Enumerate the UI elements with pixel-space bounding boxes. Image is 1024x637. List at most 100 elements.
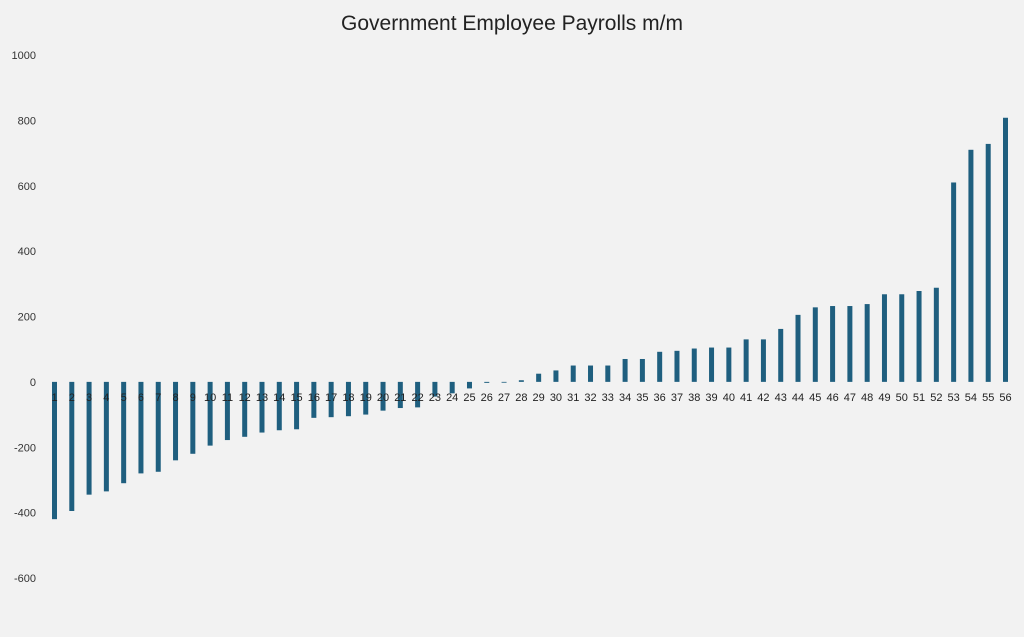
bar bbox=[968, 149, 974, 382]
x-category-label: 28 bbox=[515, 392, 527, 404]
y-tick-label: 1000 bbox=[12, 50, 36, 62]
x-category-label: 37 bbox=[671, 392, 683, 404]
bar bbox=[553, 370, 559, 382]
bar bbox=[778, 328, 784, 382]
x-category-label: 25 bbox=[463, 392, 475, 404]
y-tick-label: 200 bbox=[18, 312, 36, 324]
x-category-label: 46 bbox=[826, 392, 838, 404]
bars bbox=[52, 117, 1008, 520]
y-tick-label: -200 bbox=[14, 442, 36, 454]
bar bbox=[173, 381, 179, 461]
y-tick-label: 400 bbox=[18, 246, 36, 258]
x-category-label: 10 bbox=[204, 392, 216, 404]
bar bbox=[259, 381, 265, 433]
bar bbox=[951, 182, 957, 382]
x-category-label: 16 bbox=[308, 392, 320, 404]
x-category-label: 48 bbox=[861, 392, 873, 404]
bar bbox=[536, 373, 542, 382]
x-category-label: 5 bbox=[121, 392, 127, 404]
x-category-label: 30 bbox=[550, 392, 562, 404]
x-category-label: 4 bbox=[103, 392, 109, 404]
y-tick-label: 800 bbox=[18, 115, 36, 127]
bar bbox=[345, 381, 351, 417]
x-category-label: 39 bbox=[705, 392, 717, 404]
x-category-label: 7 bbox=[155, 392, 161, 404]
x-category-label: 6 bbox=[138, 392, 144, 404]
x-category-label: 47 bbox=[844, 392, 856, 404]
bar bbox=[674, 350, 680, 382]
x-category-label: 1 bbox=[51, 392, 57, 404]
x-category-label: 27 bbox=[498, 392, 510, 404]
x-axis: 1 2 3 4 5 6 7 8 9 10 11 12 13 14 15 16 17 18 19 20 21 22 23 24 2… bbox=[51, 392, 1011, 404]
y-tick-label: 600 bbox=[18, 181, 36, 193]
x-category-label: 11 bbox=[222, 392, 233, 404]
x-category-label: 34 bbox=[619, 392, 631, 404]
x-category-label: 35 bbox=[636, 392, 648, 404]
x-category-label: 42 bbox=[757, 392, 769, 404]
x-category-label: 3 bbox=[86, 392, 92, 404]
bar bbox=[605, 365, 611, 382]
bar bbox=[155, 381, 161, 472]
bar bbox=[588, 365, 594, 382]
x-category-label: 29 bbox=[533, 392, 545, 404]
bar bbox=[103, 381, 109, 492]
bar bbox=[622, 358, 628, 382]
x-category-label: 21 bbox=[394, 392, 406, 404]
x-category-label: 20 bbox=[377, 392, 389, 404]
x-category-label: 56 bbox=[999, 392, 1011, 404]
bar bbox=[52, 381, 57, 520]
x-category-label: 26 bbox=[481, 392, 493, 404]
x-category-label: 51 bbox=[913, 392, 925, 404]
bar bbox=[69, 381, 75, 511]
bar bbox=[449, 381, 455, 394]
bar bbox=[933, 287, 939, 382]
bar bbox=[380, 381, 386, 411]
bar bbox=[691, 348, 697, 382]
chart-title: Government Employee Payrolls m/m bbox=[341, 12, 683, 35]
x-category-label: 32 bbox=[584, 392, 596, 404]
x-category-label: 8 bbox=[172, 392, 178, 404]
bar bbox=[795, 314, 801, 382]
x-category-label: 49 bbox=[878, 392, 890, 404]
bar bbox=[760, 339, 766, 382]
bar bbox=[415, 381, 421, 408]
x-category-label: 52 bbox=[930, 392, 942, 404]
x-category-label: 12 bbox=[239, 392, 251, 404]
bar bbox=[847, 306, 853, 382]
x-category-label: 41 bbox=[740, 392, 752, 404]
x-category-label: 44 bbox=[792, 392, 804, 404]
bar bbox=[466, 381, 472, 389]
x-category-label: 36 bbox=[654, 392, 666, 404]
x-category-label: 17 bbox=[325, 392, 337, 404]
bar bbox=[190, 381, 196, 454]
bar bbox=[570, 365, 576, 382]
x-category-label: 31 bbox=[567, 392, 579, 404]
bar bbox=[881, 294, 887, 382]
bar bbox=[138, 381, 144, 474]
x-category-label: 50 bbox=[896, 392, 908, 404]
x-category-label: 2 bbox=[69, 392, 75, 404]
bar bbox=[207, 381, 213, 446]
x-category-label: 13 bbox=[256, 392, 268, 404]
x-category-label: 54 bbox=[965, 392, 977, 404]
bar bbox=[709, 347, 715, 382]
bar bbox=[985, 143, 991, 382]
bar bbox=[899, 294, 905, 382]
bar bbox=[518, 380, 524, 382]
bar bbox=[639, 358, 645, 382]
x-category-label: 15 bbox=[290, 392, 302, 404]
x-category-label: 45 bbox=[809, 392, 821, 404]
bar bbox=[311, 381, 317, 418]
bar bbox=[86, 381, 92, 495]
x-category-label: 14 bbox=[273, 392, 285, 404]
x-category-label: 23 bbox=[429, 392, 441, 404]
bar bbox=[224, 381, 230, 441]
x-category-label: 38 bbox=[688, 392, 700, 404]
bar bbox=[916, 291, 922, 382]
x-category-label: 24 bbox=[446, 392, 458, 404]
bar bbox=[363, 381, 369, 415]
bar bbox=[242, 381, 248, 437]
bar bbox=[726, 347, 732, 382]
y-tick-label: -400 bbox=[14, 508, 36, 520]
